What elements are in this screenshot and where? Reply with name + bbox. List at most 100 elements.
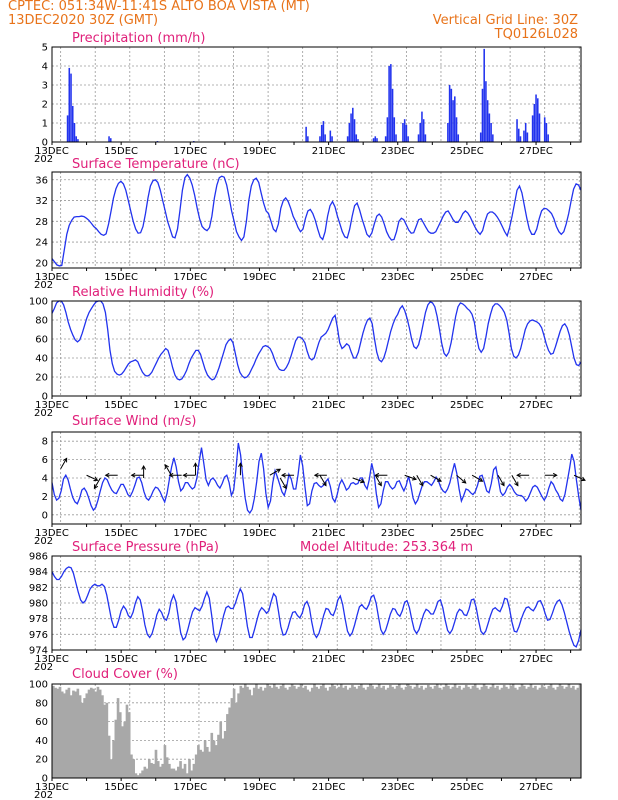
precip-bar — [307, 136, 309, 142]
wind-vector — [93, 477, 101, 489]
wind-vector — [352, 477, 365, 483]
precip-title: Precipitation (mm/h) — [72, 31, 205, 46]
cloud-bar — [123, 721, 127, 778]
cloud-bar — [232, 688, 236, 778]
cloud-bar — [103, 704, 106, 778]
precip-xtick-label: 19DEC — [243, 146, 277, 157]
precip-xtick-label: 17DEC — [173, 146, 207, 157]
rh-xtick-label: 13DEC — [35, 400, 69, 411]
temp-line — [51, 173, 582, 267]
precip-bar — [331, 136, 333, 142]
pres-ytick-label: 974 — [29, 646, 48, 657]
cloud-bar — [277, 688, 281, 778]
precip-bar — [403, 119, 406, 142]
rh-xtick-label: 23DEC — [381, 400, 415, 411]
precip-bar — [70, 73, 72, 142]
temp-xtick-label: 19DEC — [243, 272, 277, 283]
wind-arrowhead — [313, 472, 319, 478]
cloud-xtick-label: 17DEC — [173, 782, 207, 793]
cloud-bar — [462, 687, 466, 778]
precip-bar — [71, 105, 74, 142]
cloud-bar — [342, 687, 345, 778]
wind-year-fragment: 202 — [34, 536, 53, 547]
cloud-bar — [351, 684, 354, 778]
rh-ytick-label: 0 — [42, 392, 48, 403]
cloud-bar — [67, 687, 71, 778]
cloud-bar — [545, 688, 548, 778]
cloud-bar — [270, 687, 274, 778]
cloud-bar — [85, 693, 89, 778]
cloud-bar — [578, 684, 582, 778]
temp-xtick-label: 17DEC — [173, 272, 207, 283]
pres-xtick-label: 27DEC — [519, 654, 553, 665]
rh-xtick-label: 27DEC — [519, 400, 553, 411]
cloud-bar — [442, 686, 446, 778]
cloud-xtick-label: 19DEC — [243, 782, 277, 793]
precip-bar — [372, 138, 375, 142]
pres-ytick-label: 976 — [29, 630, 48, 641]
wind-panel — [51, 431, 586, 527]
cloud-bar — [395, 685, 399, 778]
cloud-bar — [116, 698, 120, 778]
precip-ytick-label: 4 — [42, 62, 48, 73]
cloud-bar — [391, 686, 394, 778]
precip-bar — [319, 136, 321, 142]
precip-bar — [322, 121, 325, 142]
cloud-bar — [527, 686, 531, 778]
precip-bar — [457, 134, 460, 142]
cloud-bar — [87, 689, 91, 778]
pres-xtick-label: 25DEC — [450, 654, 484, 665]
temp-xtick-label: 27DEC — [519, 272, 553, 283]
cloud-bar — [221, 738, 225, 778]
cloud-bar — [226, 714, 229, 778]
cloud-bar — [386, 687, 390, 778]
cloud-bar — [161, 763, 165, 778]
wind-xtick-label: 21DEC — [312, 528, 346, 539]
precip-bar — [329, 130, 332, 142]
cloud-bar — [237, 693, 240, 778]
cloud-ytick-label: 0 — [42, 774, 48, 785]
cloud-bar — [114, 719, 118, 778]
precip-bar — [422, 119, 425, 142]
header-datetime: 13DEC2020 30Z (GMT) — [8, 13, 159, 28]
cloud-bar — [433, 685, 437, 778]
wind-arrowhead — [62, 457, 68, 463]
precip-bar — [524, 123, 527, 142]
precip-bar — [346, 136, 349, 142]
cloud-bar — [444, 684, 448, 778]
cloud-bar — [543, 686, 546, 778]
precip-bar — [492, 134, 494, 142]
wind-arrowhead — [552, 472, 558, 478]
cloud-bar — [496, 685, 499, 778]
precip-bar — [455, 117, 458, 142]
cloud-bar — [159, 766, 162, 778]
cloud-bar — [435, 684, 439, 778]
cloud-bar — [478, 689, 481, 778]
wind-arrowhead — [141, 464, 146, 470]
header-station: CPTEC: 051:34W-11:41S ALTO BOA VISTA (MT… — [8, 0, 310, 14]
cloud-bar — [536, 689, 539, 778]
cloud-bar — [239, 685, 243, 778]
cloud-bar — [241, 687, 245, 778]
pres-ytick-label: 984 — [29, 567, 48, 578]
cloud-bar — [81, 702, 84, 778]
pres-annotation: Model Altitude: 253.364 m — [300, 540, 473, 555]
cloud-bar — [63, 693, 66, 778]
wind-arrowhead — [182, 472, 188, 478]
precip-bar — [324, 134, 326, 142]
cloud-ytick-label: 20 — [35, 755, 48, 766]
cloud-xtick-label: 15DEC — [104, 782, 138, 793]
cloud-bar — [569, 687, 573, 778]
cloud-bar — [288, 686, 292, 778]
wind-vector — [416, 474, 424, 486]
cloud-bar — [480, 686, 484, 778]
wind-xtick-label: 23DEC — [381, 528, 415, 539]
cloud-bar — [402, 689, 406, 778]
rh-ytick-label: 80 — [35, 316, 48, 327]
precip-ytick-label: 3 — [42, 81, 48, 92]
cloud-bar — [266, 684, 269, 778]
precip-bar — [395, 134, 397, 142]
precip-bar — [374, 136, 377, 142]
cloud-bar — [89, 687, 93, 778]
